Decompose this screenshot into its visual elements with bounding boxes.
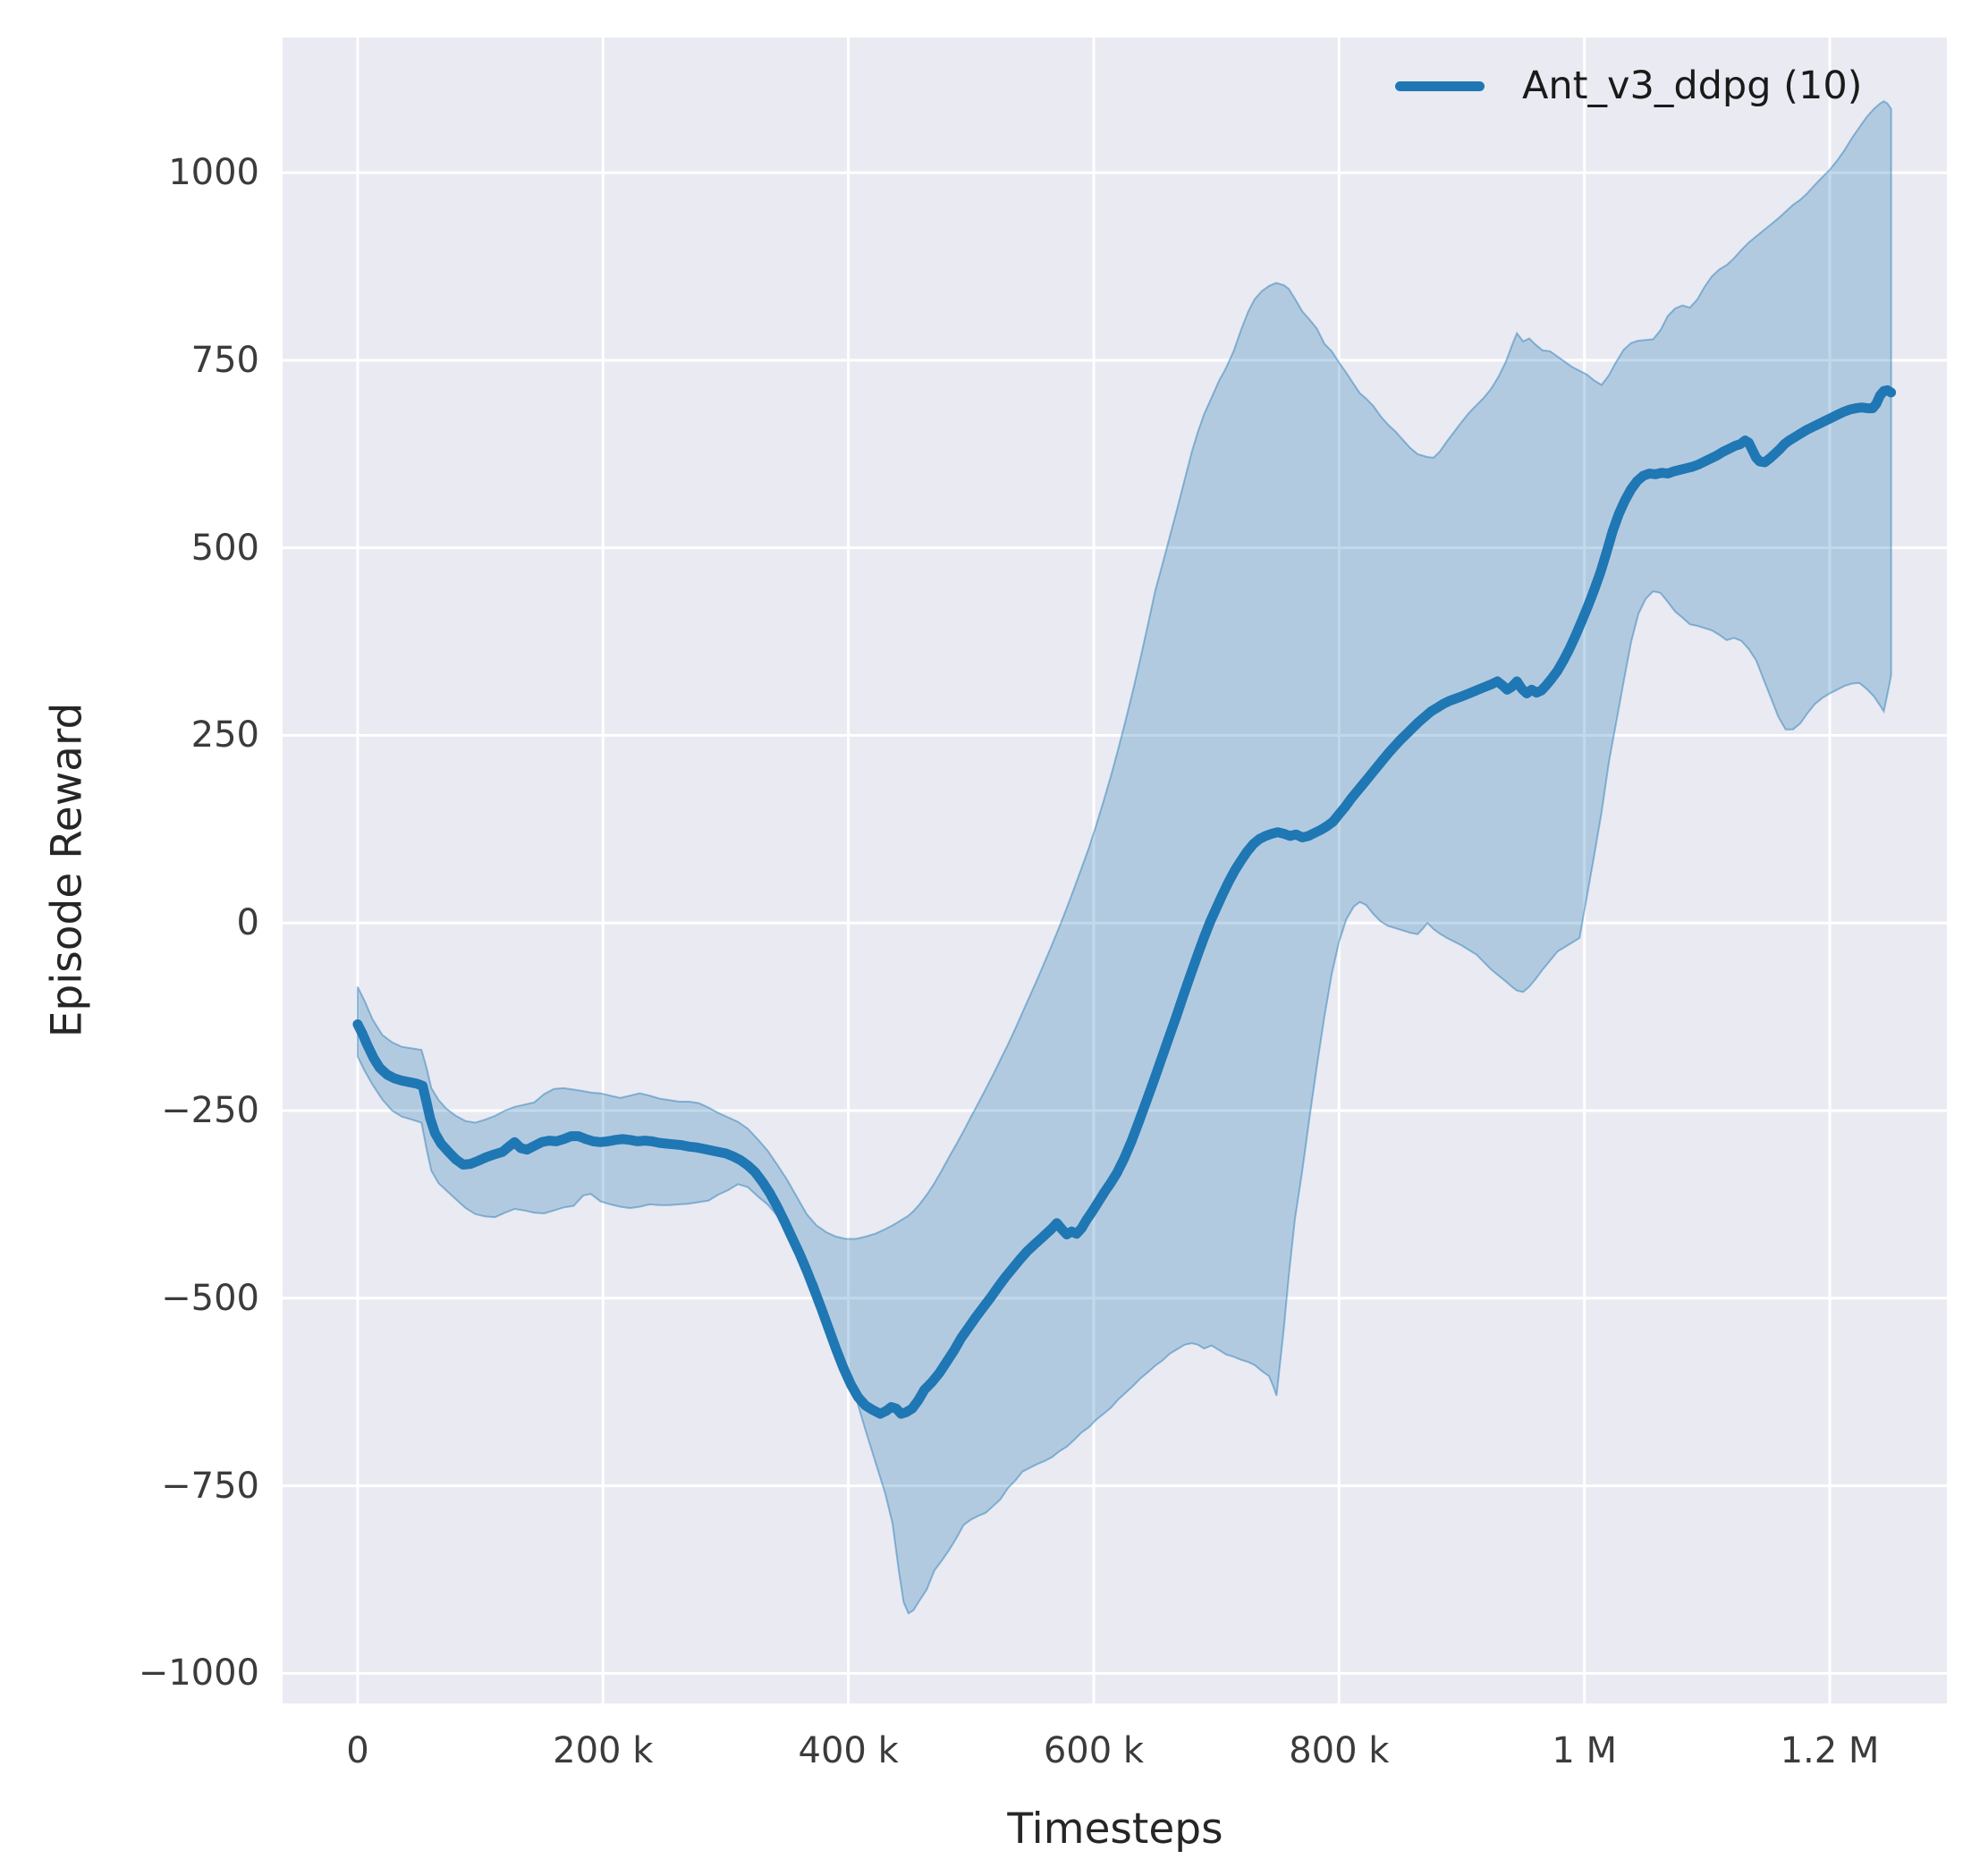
y-tick-label: −500 bbox=[161, 1277, 259, 1319]
y-tick-label: 250 bbox=[190, 714, 259, 756]
legend-line-swatch bbox=[1395, 80, 1485, 91]
legend-label: Ant_v3_ddpg (10) bbox=[1522, 63, 1863, 108]
y-tick-label: 500 bbox=[190, 527, 259, 569]
y-tick-label: −1000 bbox=[138, 1652, 259, 1694]
confidence-band bbox=[356, 100, 1892, 1615]
x-tick-label: 400 k bbox=[798, 1730, 899, 1771]
series-line bbox=[352, 384, 1897, 1419]
legend: Ant_v3_ddpg (10) bbox=[1395, 61, 1862, 111]
x-tick-label: 1 M bbox=[1552, 1730, 1617, 1771]
y-axis-label: Episode Reward bbox=[42, 702, 92, 1038]
y-tick-label: −750 bbox=[161, 1465, 259, 1507]
x-tick-label: 200 k bbox=[553, 1730, 654, 1771]
line-chart bbox=[283, 38, 1947, 1703]
x-tick-label: 800 k bbox=[1289, 1730, 1390, 1771]
y-tick-label: 750 bbox=[190, 339, 259, 381]
x-axis-label: Timesteps bbox=[1007, 1804, 1223, 1854]
x-tick-label: 1.2 M bbox=[1780, 1730, 1880, 1771]
x-tick-label: 600 k bbox=[1043, 1730, 1145, 1771]
x-tick-label: 0 bbox=[346, 1730, 369, 1771]
y-tick-label: 0 bbox=[236, 902, 259, 944]
y-tick-label: 1000 bbox=[168, 152, 259, 194]
y-tick-label: −250 bbox=[161, 1090, 259, 1132]
plot-area bbox=[283, 38, 1947, 1703]
